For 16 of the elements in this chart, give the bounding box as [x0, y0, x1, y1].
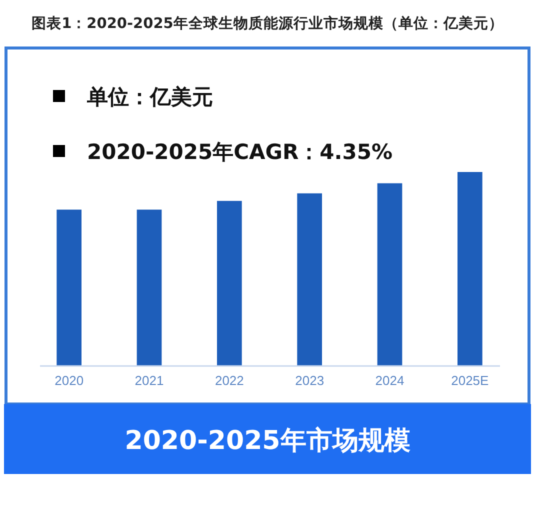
bar	[56, 210, 82, 366]
x-tick-label: 2025E	[451, 373, 490, 388]
x-tick-label: 2022	[214, 373, 244, 388]
x-tick-label: 2021	[134, 373, 164, 388]
bar	[457, 172, 482, 366]
bar	[136, 210, 162, 366]
text: 2020-2025年CAGR：4.35%	[87, 140, 393, 164]
bar	[377, 183, 402, 366]
x-tick-label: 2024	[375, 373, 404, 388]
chart-title: 图表1：2020-2025年全球生物质能源行业市场规模（单位：亿美元）	[32, 14, 504, 32]
text: 单位：亿美元	[86, 85, 213, 109]
bar	[216, 200, 242, 366]
bar	[297, 193, 322, 366]
x-axis-title: 2020-2025年市场规模	[124, 426, 410, 456]
x-tick-label: 2023	[295, 373, 324, 388]
x-tick-label: 2020	[54, 373, 84, 388]
